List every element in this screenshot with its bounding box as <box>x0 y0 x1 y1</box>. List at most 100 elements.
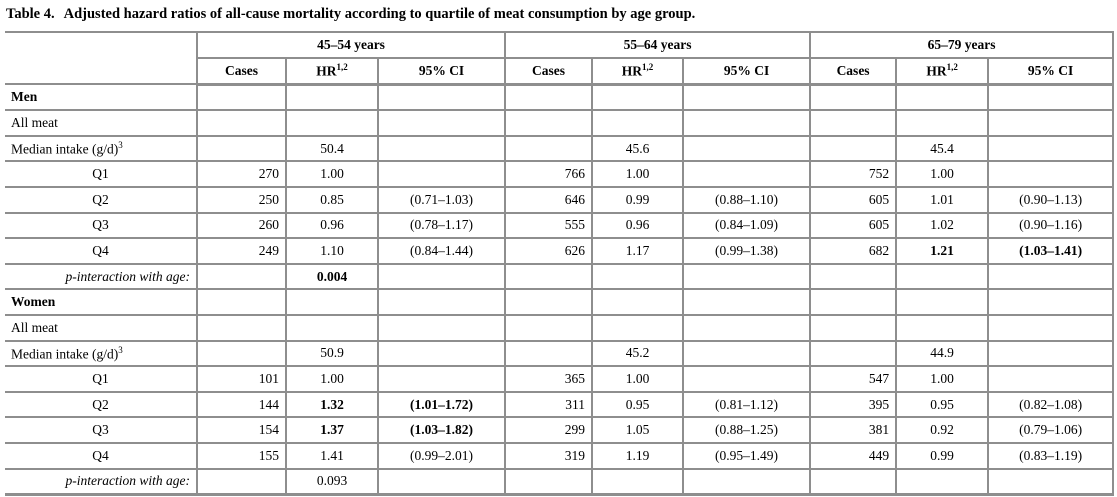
hr-cell: 50.9 <box>285 339 379 368</box>
cases-cell: 311 <box>504 390 594 419</box>
hr-cell <box>285 288 379 316</box>
ci-header: 95% CI <box>682 56 812 86</box>
ci-cell: (0.71–1.03) <box>376 185 507 214</box>
ci-cell <box>987 365 1115 393</box>
table-row: Q3 260 0.96 (0.78–1.17) 555 0.96 (0.84–1.09) 60… <box>5 211 1115 240</box>
hr-cell: 1.00 <box>285 365 379 393</box>
hr-cell: 0.96 <box>285 211 379 240</box>
ci-cell <box>987 134 1115 163</box>
table-body: 45–54 years 55–64 years 65–79 years Case… <box>5 30 1115 497</box>
table-row: Men <box>5 83 1115 112</box>
table-row: Q1 270 1.00 766 1.00 752 1.00 <box>5 160 1115 188</box>
ci-cell <box>376 109 507 137</box>
ci-cell <box>682 109 812 137</box>
hr-cell: 0.004 <box>285 262 379 291</box>
ci-cell <box>987 83 1115 112</box>
cases-cell: 449 <box>809 441 898 470</box>
ci-cell: (1.03–1.41) <box>987 237 1115 265</box>
hr-cell: 1.05 <box>591 416 685 444</box>
ci-cell <box>987 160 1115 188</box>
table-row: p-interaction with age: 0.004 <box>5 262 1115 291</box>
hr-cell: 1.01 <box>895 185 990 214</box>
cases-cell <box>196 134 287 163</box>
hr-cell <box>285 83 379 112</box>
row-label: All meat <box>5 313 198 342</box>
ci-cell: (0.83–1.19) <box>987 441 1115 470</box>
age-group-header-3: 65–79 years <box>809 31 1115 59</box>
cases-cell <box>809 339 898 368</box>
ci-cell: (1.01–1.72) <box>376 390 507 419</box>
cases-header: Cases <box>196 56 287 86</box>
hr-cell: 0.99 <box>591 185 685 214</box>
cases-cell <box>809 83 898 112</box>
row-label: p-interaction with age: <box>5 467 198 497</box>
ci-cell <box>376 313 507 342</box>
ci-header: 95% CI <box>987 56 1115 86</box>
ci-cell <box>376 467 507 497</box>
ci-cell <box>682 134 812 163</box>
ci-cell <box>682 339 812 368</box>
hr-cell <box>591 262 685 291</box>
row-label: Median intake (g/d)3 <box>5 339 198 368</box>
cases-cell: 682 <box>809 237 898 265</box>
ci-cell <box>376 160 507 188</box>
cases-cell <box>196 83 287 112</box>
ci-cell <box>987 109 1115 137</box>
row-label: Q4 <box>5 237 198 265</box>
hr-cell: 0.92 <box>895 416 990 444</box>
cases-cell <box>504 313 594 342</box>
ci-cell: (0.84–1.44) <box>376 237 507 265</box>
ci-cell: (1.03–1.82) <box>376 416 507 444</box>
hr-cell: 1.19 <box>591 441 685 470</box>
table-title: Table 4. Adjusted hazard ratios of all-ca… <box>6 6 695 23</box>
hr-cell <box>895 467 990 497</box>
cases-cell: 646 <box>504 185 594 214</box>
cases-cell: 626 <box>504 237 594 265</box>
table-row: Q2 250 0.85 (0.71–1.03) 646 0.99 (0.88–1.10) 60… <box>5 185 1115 214</box>
table-title-prefix: Table 4. <box>6 6 55 22</box>
cases-cell: 154 <box>196 416 287 444</box>
cases-cell: 155 <box>196 441 287 470</box>
stub-header-cell <box>5 30 198 86</box>
ci-cell <box>987 339 1115 368</box>
row-label: Median intake (g/d)3 <box>5 134 198 163</box>
hr-cell <box>591 467 685 497</box>
cases-cell: 547 <box>809 365 898 393</box>
table-row: p-interaction with age: 0.093 <box>5 467 1115 497</box>
table-row: All meat <box>5 313 1115 342</box>
hr-cell <box>895 288 990 316</box>
cases-cell <box>196 339 287 368</box>
cases-cell: 555 <box>504 211 594 240</box>
hr-cell: 0.85 <box>285 185 379 214</box>
hr-cell: 0.95 <box>895 390 990 419</box>
cases-cell: 365 <box>504 365 594 393</box>
ci-cell <box>376 288 507 316</box>
ci-cell: (0.78–1.17) <box>376 211 507 240</box>
table-row: Q4 249 1.10 (0.84–1.44) 626 1.17 (0.99–1.38) 68… <box>5 237 1115 265</box>
ci-cell <box>987 467 1115 497</box>
row-label: Q2 <box>5 390 198 419</box>
hr-cell <box>895 109 990 137</box>
hr-cell: 45.6 <box>591 134 685 163</box>
table-row: Q2 144 1.32 (1.01–1.72) 311 0.95 (0.81–1.12) 39… <box>5 390 1115 419</box>
hazard-ratio-table: 45–54 years 55–64 years 65–79 years Case… <box>5 30 1115 497</box>
cases-cell: 270 <box>196 160 287 188</box>
row-label: p-interaction with age: <box>5 262 198 291</box>
cases-cell <box>504 288 594 316</box>
ci-cell: (0.82–1.08) <box>987 390 1115 419</box>
hr-cell: 1.00 <box>895 160 990 188</box>
age-group-header-2: 55–64 years <box>504 31 812 59</box>
hr-header: HR1,2 <box>895 56 990 86</box>
cases-cell <box>809 109 898 137</box>
cases-cell: 319 <box>504 441 594 470</box>
ci-cell: (0.99–2.01) <box>376 441 507 470</box>
ci-cell: (0.99–1.38) <box>682 237 812 265</box>
ci-cell <box>987 262 1115 291</box>
hr-cell <box>895 262 990 291</box>
hr-cell <box>895 313 990 342</box>
ci-cell <box>376 339 507 368</box>
hr-cell: 1.37 <box>285 416 379 444</box>
row-label: Women <box>5 288 198 316</box>
hr-cell: 1.00 <box>591 365 685 393</box>
